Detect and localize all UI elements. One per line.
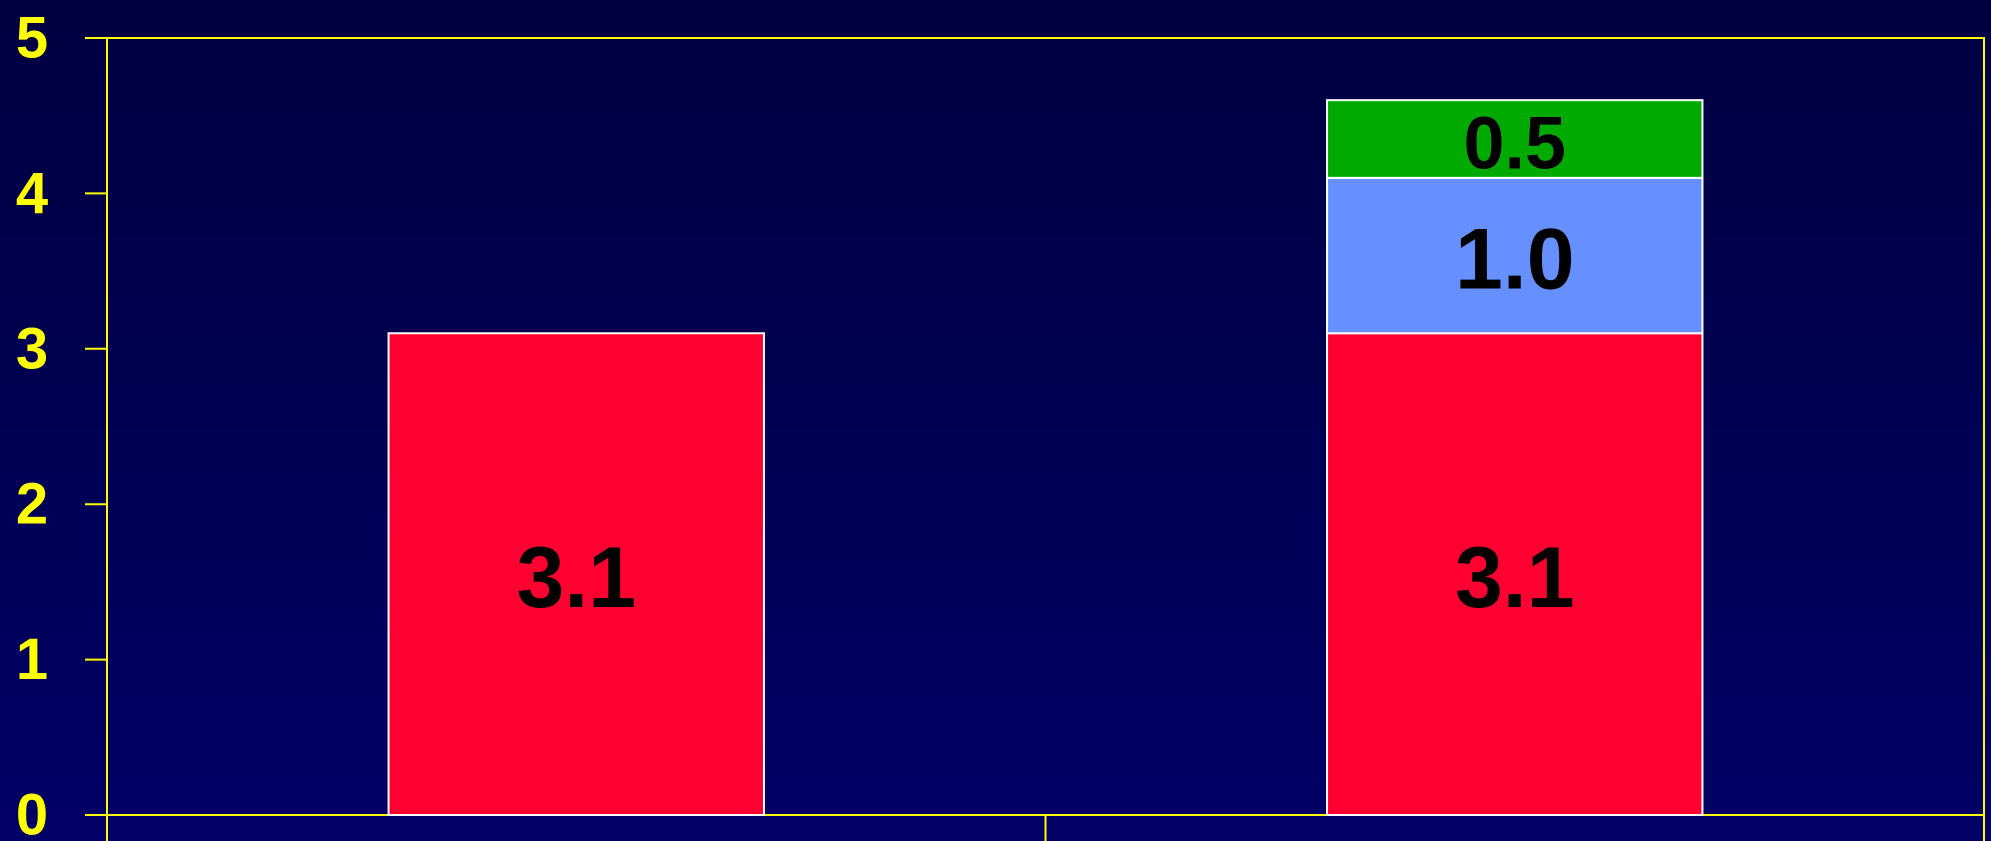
y-tick-label: 5 (16, 6, 48, 71)
bar-segment (1326, 332, 1704, 816)
bar-segment (1326, 176, 1704, 335)
data-label: 0.5 (1463, 102, 1566, 185)
data-label: 3.1 (516, 530, 636, 626)
bar-segment (1326, 99, 1704, 179)
bar-segment (387, 332, 765, 816)
data-label: 3.1 (1455, 530, 1575, 626)
y-tick-label: 4 (16, 161, 48, 226)
y-tick-label: 3 (16, 316, 48, 381)
data-label: 1.0 (1455, 212, 1575, 308)
y-tick-label: 0 (16, 783, 48, 841)
y-tick-label: 2 (16, 472, 48, 537)
y-tick-label: 1 (16, 627, 48, 692)
